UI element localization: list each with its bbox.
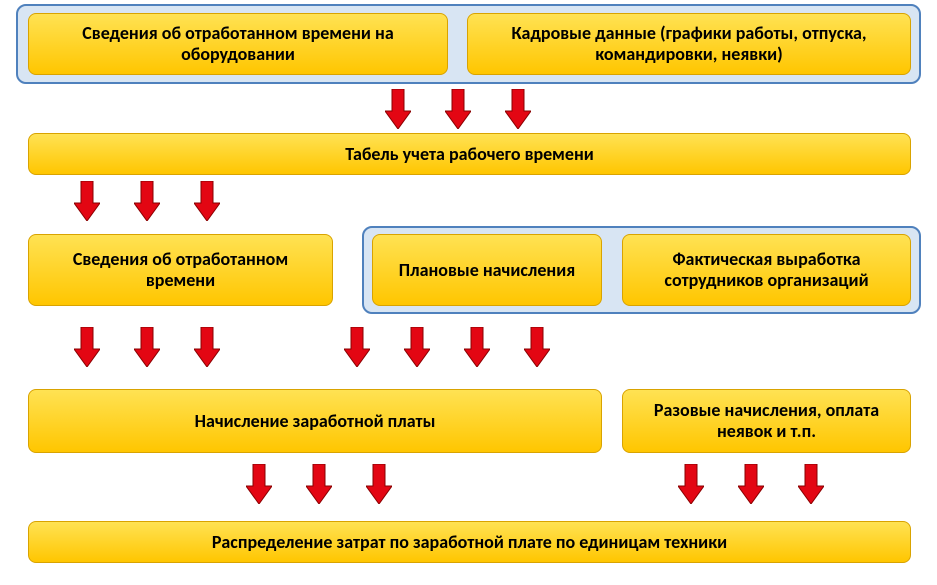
box-label: Распределение затрат по заработной плате…	[212, 532, 727, 553]
flowchart-canvas: Сведения об отработанном времени на обор…	[0, 0, 937, 585]
down-arrow-icon	[194, 181, 220, 221]
box-b1: Сведения об отработанном времени на обор…	[28, 13, 448, 75]
box-b6: Фактическая выработка сотрудников органи…	[622, 234, 911, 306]
box-label: Фактическая выработка сотрудников органи…	[631, 249, 902, 290]
down-arrow-icon	[74, 327, 100, 367]
box-b4: Сведения об отработанном времени	[28, 234, 333, 306]
box-b5: Плановые начисления	[372, 234, 602, 306]
box-b7: Начисление заработной платы	[28, 389, 602, 453]
box-label: Начисление заработной платы	[195, 411, 436, 432]
down-arrow-icon	[194, 327, 220, 367]
box-b2: Кадровые данные (графики работы, отпуска…	[467, 13, 911, 75]
down-arrow-icon	[306, 464, 332, 504]
box-b3: Табель учета рабочего времени	[28, 133, 911, 175]
box-label: Сведения об отработанном времени	[37, 249, 324, 290]
box-label: Плановые начисления	[399, 260, 575, 281]
down-arrow-icon	[246, 464, 272, 504]
box-label: Кадровые данные (графики работы, отпуска…	[476, 23, 902, 64]
box-label: Табель учета рабочего времени	[345, 144, 594, 165]
down-arrow-icon	[445, 89, 471, 129]
down-arrow-icon	[74, 181, 100, 221]
down-arrow-icon	[404, 327, 430, 367]
down-arrow-icon	[505, 89, 531, 129]
down-arrow-icon	[678, 464, 704, 504]
box-b9: Распределение затрат по заработной плате…	[28, 521, 911, 563]
down-arrow-icon	[524, 327, 550, 367]
down-arrow-icon	[366, 464, 392, 504]
down-arrow-icon	[738, 464, 764, 504]
down-arrow-icon	[134, 181, 160, 221]
box-b8: Разовые начисления, оплата неявок и т.п.	[622, 389, 911, 453]
box-label: Разовые начисления, оплата неявок и т.п.	[631, 400, 902, 441]
down-arrow-icon	[134, 327, 160, 367]
box-label: Сведения об отработанном времени на обор…	[37, 23, 439, 64]
down-arrow-icon	[344, 327, 370, 367]
down-arrow-icon	[798, 464, 824, 504]
down-arrow-icon	[464, 327, 490, 367]
down-arrow-icon	[385, 89, 411, 129]
